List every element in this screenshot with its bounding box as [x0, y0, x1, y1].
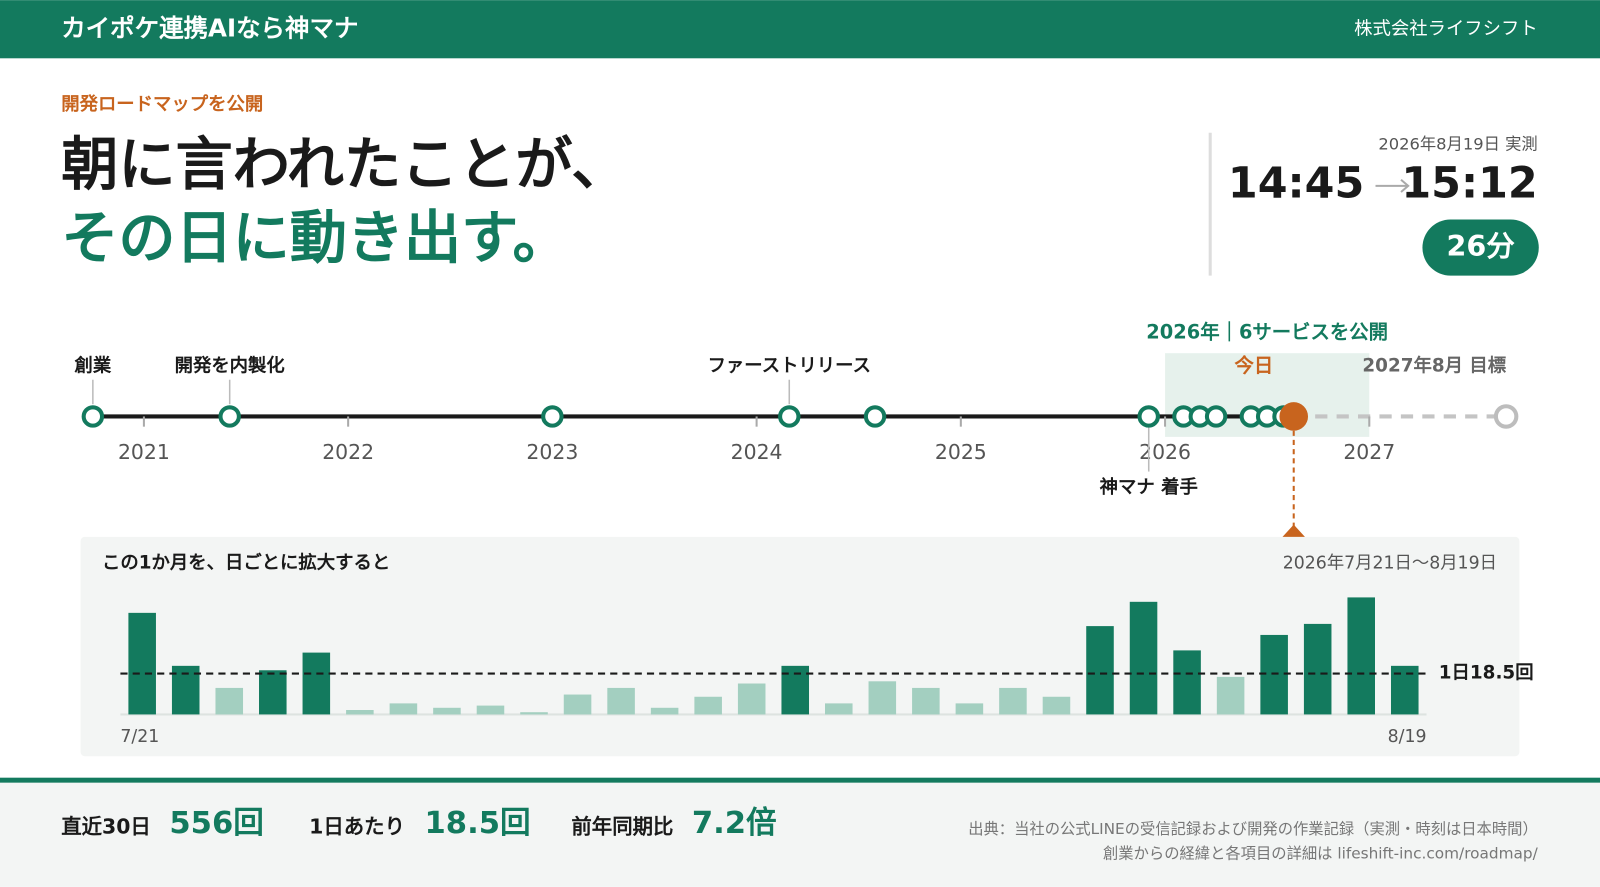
- bar: [520, 712, 548, 715]
- header-bar: [0, 0, 1600, 59]
- headline: 朝に言われたことが、: [61, 132, 628, 198]
- stat-value: 556回: [169, 806, 264, 841]
- bar: [1086, 626, 1114, 715]
- source: 創業からの経緯と各項目の詳細は lifeshift-inc.com/roadma…: [1103, 845, 1539, 863]
- year-label: 2023: [526, 440, 578, 464]
- company: 株式会社ライフシフト: [1354, 19, 1538, 40]
- today-pointer: [1282, 524, 1305, 537]
- bar: [346, 710, 374, 715]
- bar: [1347, 597, 1375, 715]
- footer: [0, 782, 1600, 887]
- stat-value: 7.2倍: [692, 805, 777, 841]
- bar: [607, 687, 635, 715]
- bar: [476, 705, 505, 715]
- target-point: [1493, 404, 1519, 429]
- target-label: 2027年8月 目標: [1362, 354, 1506, 376]
- bar: [215, 687, 244, 715]
- duration: 26分: [1446, 229, 1515, 263]
- bar: [433, 707, 461, 715]
- bar: [825, 703, 853, 715]
- event-label: 開発を内製化: [175, 354, 286, 376]
- event-point: [1137, 405, 1160, 428]
- event-label: 創業: [73, 354, 111, 376]
- year-label: 2022: [322, 440, 374, 464]
- event-point: [541, 405, 564, 428]
- today-label: 今日: [1234, 354, 1274, 377]
- eyebrow: 開発ロードマップを公開: [61, 93, 263, 115]
- bar: [302, 652, 331, 715]
- year-label: 2021: [118, 440, 170, 464]
- year-label: 2027: [1343, 440, 1395, 464]
- bar: [1042, 696, 1071, 715]
- year-label: 2024: [731, 440, 783, 464]
- bar: [1216, 676, 1245, 715]
- event-point: [218, 405, 241, 428]
- header-title: カイポケ連携AIなら神マナ: [61, 14, 358, 43]
- headline: その日に動き出す。: [61, 206, 569, 272]
- year-label: 2025: [935, 440, 987, 464]
- bar: [1129, 601, 1158, 715]
- bar: [563, 694, 592, 715]
- stat-label: 前年同期比: [571, 815, 673, 839]
- bar: [868, 681, 897, 715]
- bar: [1173, 650, 1201, 715]
- stat-label: 直近30日: [61, 815, 151, 839]
- x-tick-label: 7/21: [120, 727, 159, 747]
- bar: [694, 696, 722, 715]
- average-label: 1日18.5回: [1439, 663, 1534, 684]
- x-tick-label: 8/19: [1388, 727, 1427, 747]
- bar: [1260, 634, 1288, 715]
- bar: [955, 703, 984, 715]
- highlight-label: 2026年｜6サービスを公開: [1146, 320, 1388, 343]
- footer-rule: [0, 777, 1600, 783]
- event-label: 神マナ 着手: [1100, 476, 1198, 498]
- today-point: [1279, 402, 1309, 431]
- event-label: ファーストリリース: [708, 355, 871, 376]
- event-point: [778, 405, 801, 428]
- chart-panel: [80, 536, 1520, 757]
- measure-caption: 2026年8月19日 実測: [1378, 135, 1537, 154]
- stat-value: 18.5回: [424, 806, 530, 841]
- end-time: 15:12: [1401, 158, 1537, 208]
- start-time: 14:45: [1228, 158, 1364, 208]
- chart-subtitle: 2026年7月21日〜8月19日: [1283, 553, 1497, 573]
- bar: [389, 703, 418, 715]
- event-point: [1204, 405, 1228, 428]
- bar: [1303, 623, 1332, 715]
- event-point: [81, 405, 105, 428]
- bar: [259, 670, 287, 715]
- duration-pill: [1422, 219, 1539, 276]
- stat-label: 1日あたり: [309, 815, 405, 839]
- bar: [999, 687, 1027, 715]
- event-point: [863, 405, 887, 428]
- bar: [912, 687, 940, 715]
- chart-title: この1か月を、日ごとに拡大すると: [102, 551, 390, 573]
- year-label: 2026: [1139, 440, 1191, 464]
- bar: [737, 683, 766, 715]
- arrow: [1375, 178, 1410, 193]
- bar: [650, 707, 679, 715]
- bar: [128, 612, 156, 715]
- source: 出典：当社の公式LINEの受信記録および開発の作業記録（実測・時刻は日本時間）: [968, 820, 1538, 838]
